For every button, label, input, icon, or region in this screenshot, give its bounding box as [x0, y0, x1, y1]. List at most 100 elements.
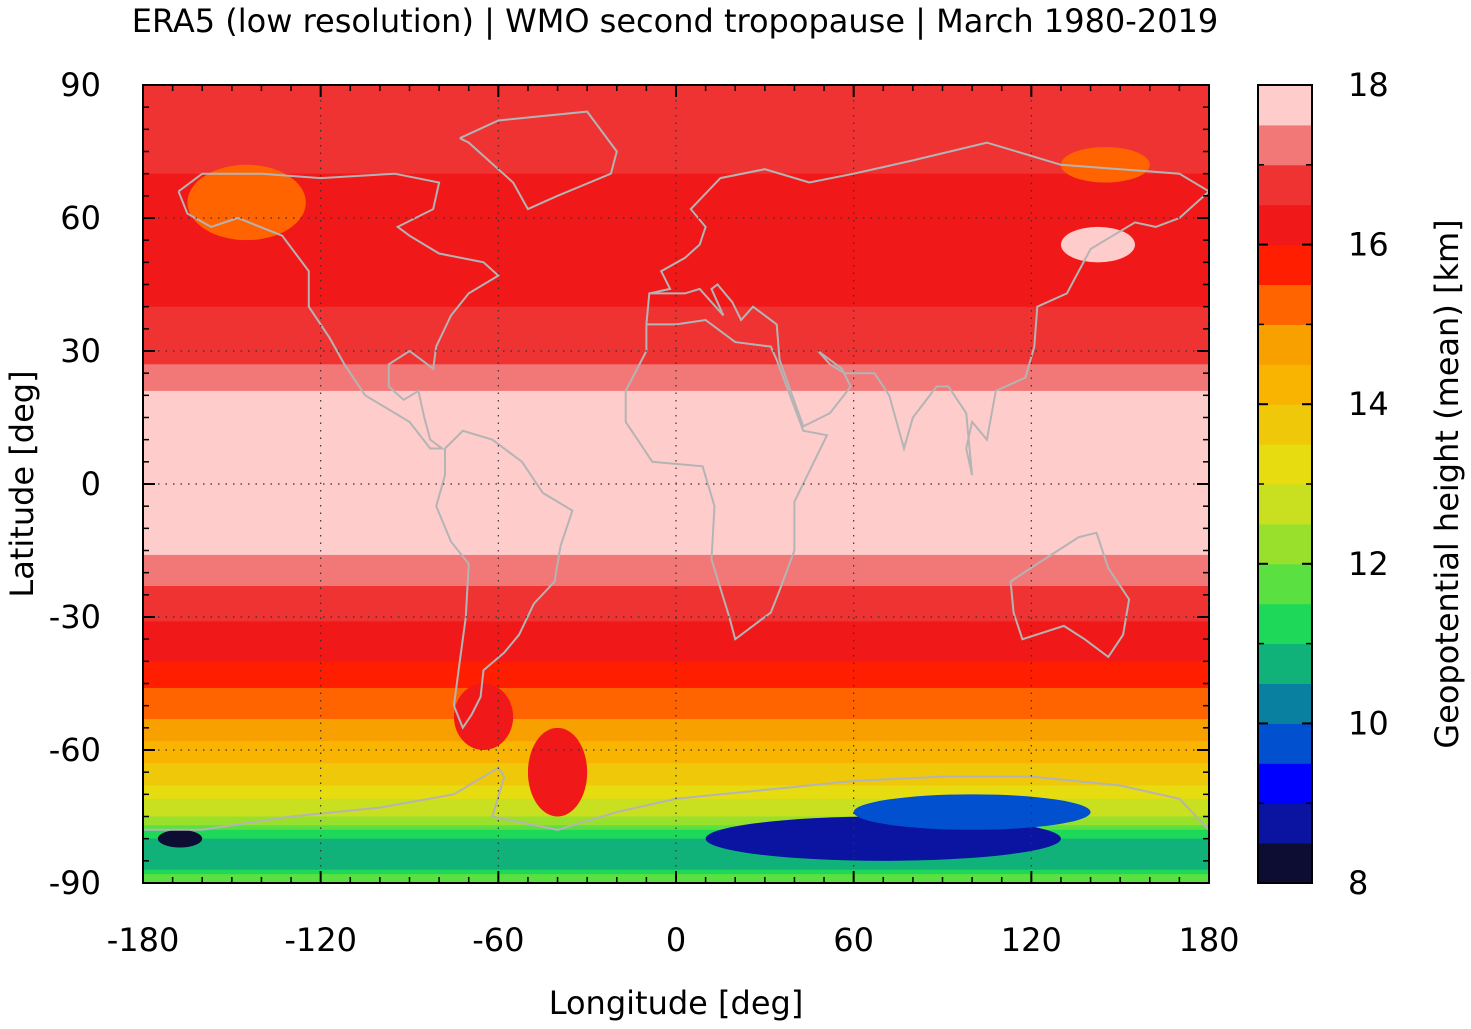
- heatmap-band: [143, 506, 1209, 512]
- heatmap-band: [143, 351, 1209, 357]
- coastline: [143, 766, 1209, 831]
- colorbar-swatch: [1258, 484, 1312, 525]
- heatmap-band: [143, 851, 1209, 857]
- heatmap-band: [143, 328, 1209, 334]
- heatmap-band: [143, 776, 1209, 782]
- heatmap-band: [143, 284, 1209, 290]
- heatmap-band: [143, 670, 1209, 676]
- heatmap-band: [143, 102, 1209, 108]
- heatmap-band: [143, 639, 1209, 645]
- heatmap-band: [143, 262, 1209, 268]
- heatmap-band: [143, 723, 1209, 729]
- heatmap-band: [143, 111, 1209, 117]
- colorbar-swatch: [1258, 284, 1312, 325]
- heatmap-band: [143, 568, 1209, 574]
- colorbar-swatch: [1258, 843, 1312, 884]
- coastline: [177, 172, 500, 450]
- x-tick-label: 60: [833, 921, 874, 959]
- coastline: [459, 110, 618, 211]
- heatmap-band: [143, 679, 1209, 685]
- heatmap-band: [143, 785, 1209, 791]
- heatmap-band: [143, 355, 1209, 361]
- heatmap-band: [143, 377, 1209, 383]
- y-axis-label: Latitude [deg]: [3, 370, 41, 597]
- x-tick-label: -120: [284, 921, 357, 959]
- heatmap-band: [143, 452, 1209, 458]
- heatmap-band: [143, 249, 1209, 255]
- heatmap-band: [143, 736, 1209, 742]
- heatmap-region: [187, 164, 306, 241]
- y-tick-label: 90: [60, 66, 101, 104]
- heatmap-band: [143, 373, 1209, 379]
- heatmap-band: [143, 470, 1209, 476]
- heatmap-band: [143, 648, 1209, 654]
- heatmap-band: [143, 621, 1209, 627]
- colorbar-swatch: [1258, 723, 1312, 764]
- heatmap-band: [143, 820, 1209, 826]
- heatmap-band: [143, 599, 1209, 605]
- coastline: [624, 318, 829, 641]
- heatmap-band: [143, 559, 1209, 565]
- heatmap-band: [143, 417, 1209, 423]
- heatmap-band: [143, 457, 1209, 463]
- heatmap-band: [143, 696, 1209, 702]
- colorbar-swatch: [1258, 683, 1312, 724]
- heatmap-band: [143, 484, 1209, 490]
- heatmap-band: [143, 692, 1209, 698]
- heatmap-band: [143, 408, 1209, 414]
- x-tick-label: 0: [666, 921, 686, 959]
- heatmap-band: [143, 288, 1209, 294]
- heatmap-band: [143, 257, 1209, 263]
- heatmap-band: [143, 386, 1209, 392]
- heatmap-band: [143, 789, 1209, 795]
- heatmap-band: [143, 710, 1209, 716]
- x-axis-ticks: -180 -120 -60 0 60 120 180: [107, 85, 1240, 959]
- heatmap-band: [143, 767, 1209, 773]
- heatmap-band: [143, 834, 1209, 840]
- colorbar-tick-label: 14: [1348, 385, 1389, 423]
- colorbar-swatch: [1258, 763, 1312, 804]
- colorbar-swatch: [1258, 85, 1312, 126]
- heatmap-band: [143, 209, 1209, 215]
- heatmap-band: [143, 829, 1209, 835]
- colorbar-swatch: [1258, 404, 1312, 445]
- heatmap-band: [143, 812, 1209, 818]
- y-tick-label: -60: [49, 731, 101, 769]
- x-tick-label: -180: [107, 921, 180, 959]
- heatmap-band: [143, 382, 1209, 388]
- heatmap-band: [143, 772, 1209, 778]
- heatmap-band: [143, 523, 1209, 529]
- heatmap-band: [143, 364, 1209, 370]
- colorbar-label: Geopotential height (mean) [km]: [1428, 219, 1466, 748]
- heatmap-band: [143, 204, 1209, 210]
- heatmap-band: [143, 346, 1209, 352]
- colorbar-swatch: [1258, 124, 1312, 166]
- heatmap-band: [143, 701, 1209, 707]
- colorbar-swatch: [1258, 603, 1312, 645]
- y-axis-ticks: 90 60 30 0 -30 -60 -90: [49, 66, 1209, 902]
- chart-title: ERA5 (low resolution) | WMO second tropo…: [132, 2, 1219, 40]
- heatmap-band: [143, 138, 1209, 144]
- heatmap-band: [143, 333, 1209, 339]
- x-tick-label: -60: [472, 921, 524, 959]
- heatmap-band: [143, 479, 1209, 485]
- x-axis-label: Longitude [deg]: [549, 984, 804, 1022]
- heatmap-band: [143, 399, 1209, 405]
- y-tick-label: 0: [81, 465, 101, 503]
- grid-lines: [143, 85, 1209, 883]
- heatmap-band: [143, 342, 1209, 348]
- heatmap-band: [143, 191, 1209, 197]
- colorbar-swatch: [1258, 643, 1312, 684]
- heatmap-band: [143, 244, 1209, 250]
- heatmap-band: [143, 617, 1209, 623]
- heatmap-band: [143, 550, 1209, 556]
- heatmap-band: [143, 186, 1209, 192]
- heatmap-region: [527, 727, 588, 817]
- heatmap-region: [453, 683, 514, 750]
- heatmap-band: [143, 280, 1209, 286]
- colorbar-swatch: [1258, 563, 1312, 605]
- heatmap-band: [143, 519, 1209, 525]
- colorbar-swatch: [1258, 244, 1312, 285]
- colorbar-tick-label: 8: [1348, 864, 1368, 902]
